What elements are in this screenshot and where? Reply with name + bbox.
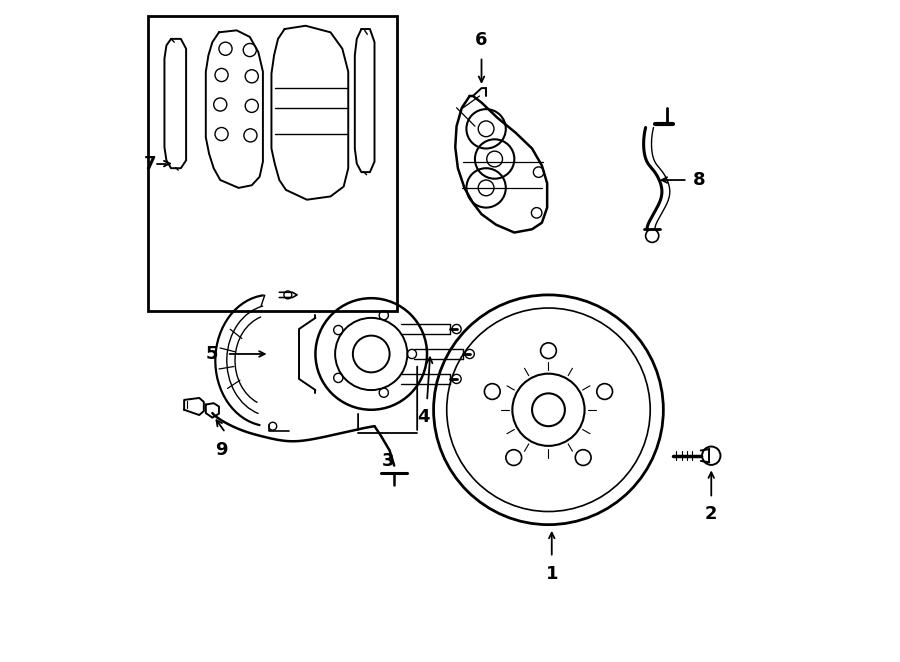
Text: 3: 3 <box>382 452 394 471</box>
Text: 5: 5 <box>206 345 219 363</box>
Text: 7: 7 <box>143 155 156 173</box>
Text: 9: 9 <box>215 442 228 459</box>
Text: 8: 8 <box>693 171 706 189</box>
Text: 6: 6 <box>475 30 488 49</box>
Text: 1: 1 <box>545 565 558 583</box>
Bar <box>148 16 398 311</box>
Text: 2: 2 <box>705 505 717 523</box>
Text: 4: 4 <box>418 408 430 426</box>
